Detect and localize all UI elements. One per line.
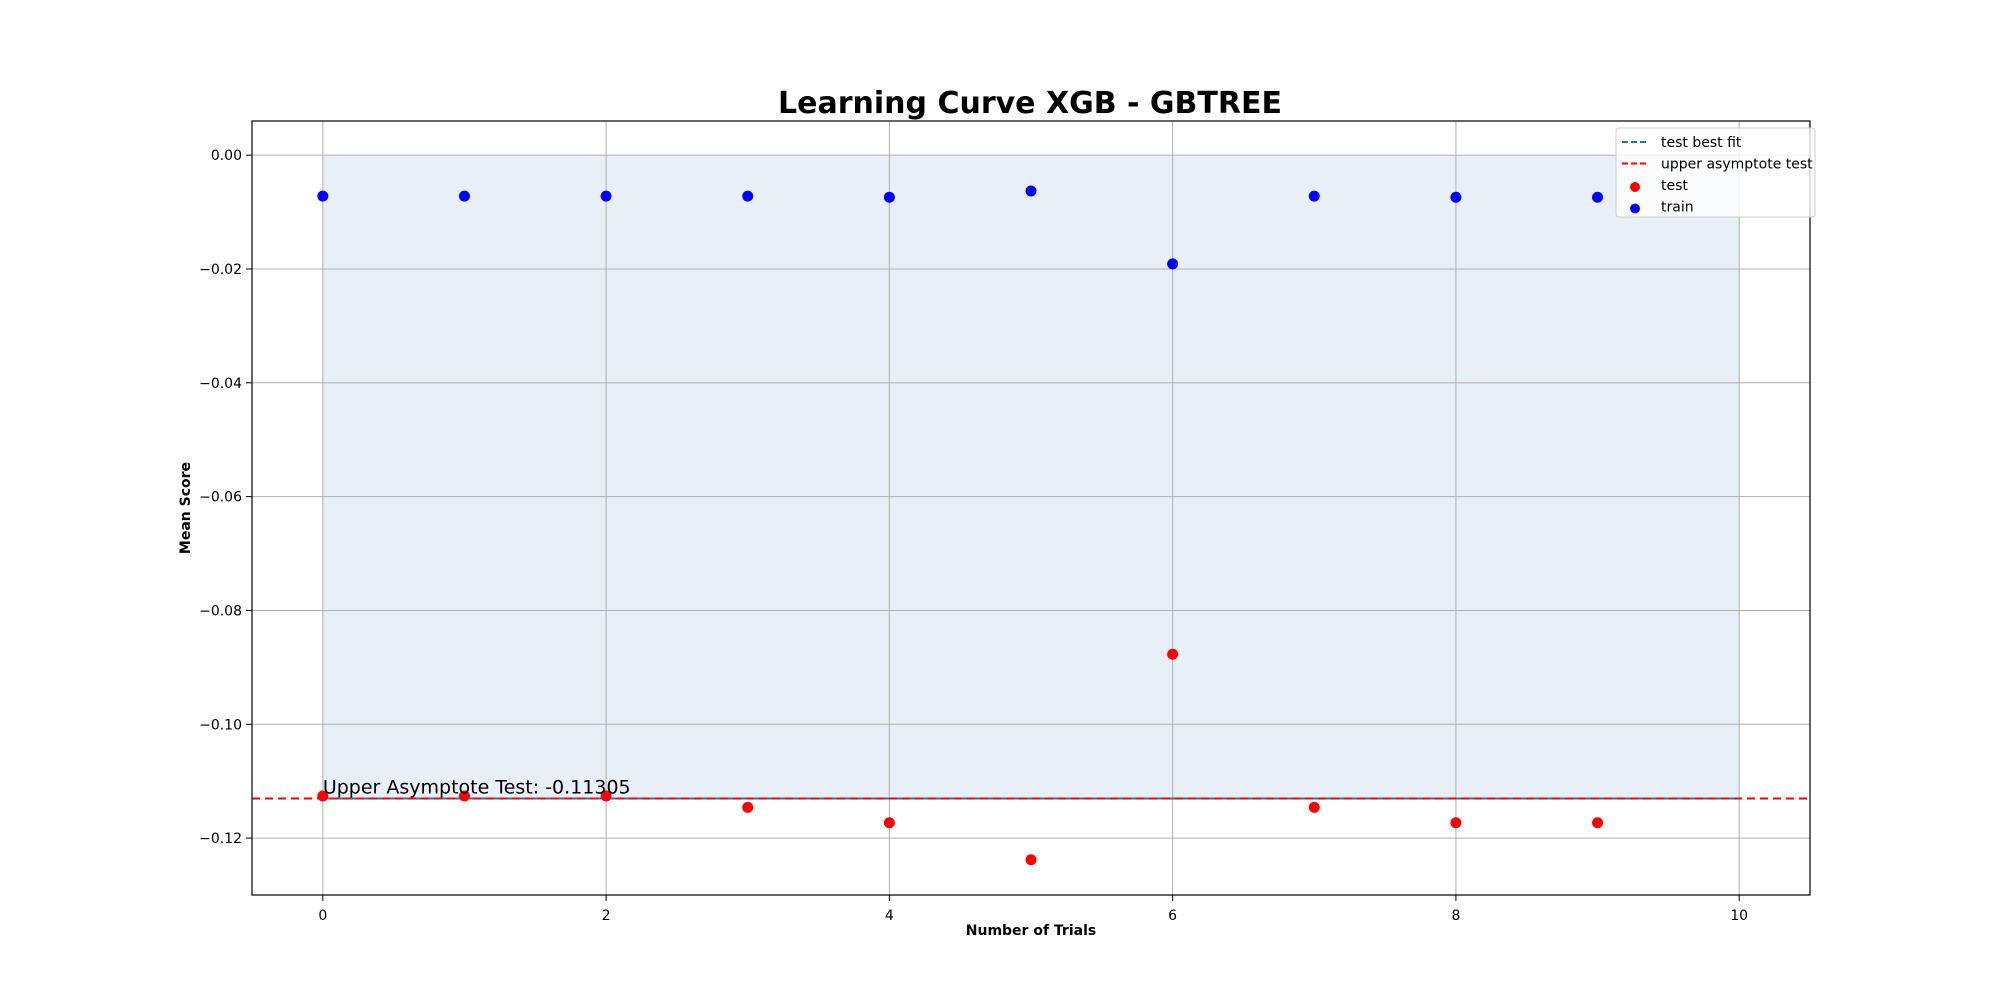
x-tick-label: 10 (1730, 908, 1748, 924)
train-point (317, 190, 329, 202)
test-point (1308, 801, 1320, 813)
train-point (1025, 185, 1037, 197)
test-point (742, 801, 754, 813)
grid-layer (252, 121, 1810, 895)
train-point (600, 190, 612, 202)
test-point (883, 817, 895, 829)
y-tick-label: −0.08 (199, 603, 242, 619)
y-axis-ticks: 0.00 −0.02 −0.04 −0.06 −0.08 −0.10 −0.12 (199, 148, 252, 847)
y-tick-label: −0.04 (199, 376, 242, 392)
legend-label: train (1661, 200, 1694, 216)
x-tick-label: 0 (318, 908, 327, 924)
point-layer (317, 185, 1604, 866)
x-tick-label: 6 (1168, 908, 1177, 924)
legend: test best fit upper asymptote test test tra… (1615, 127, 1816, 218)
legend-label: test best fit (1661, 135, 1742, 151)
asymptote-annotation: Upper Asymptote Test: -0.11305 (323, 777, 631, 799)
x-tick-label: 2 (602, 908, 611, 924)
train-point (1167, 258, 1179, 270)
x-axis-ticks: 0 2 4 6 8 10 (318, 895, 1748, 924)
plot-frame (251, 120, 1811, 896)
y-tick-label: −0.06 (199, 490, 242, 506)
x-tick-label: 8 (1451, 908, 1460, 924)
test-point (1592, 817, 1604, 829)
chart-title: Learning Curve XGB - GBTREE (778, 86, 1282, 121)
fill-layer (322, 155, 1740, 799)
test-point (1025, 854, 1037, 866)
fill-region (322, 155, 1740, 799)
train-point (1592, 191, 1604, 203)
train-point (458, 190, 470, 202)
y-tick-label: −0.10 (199, 717, 242, 733)
train-point (1450, 191, 1462, 203)
test-point (1167, 648, 1179, 660)
y-tick-label: −0.02 (199, 262, 242, 278)
legend-box (1615, 127, 1816, 218)
legend-label: test (1661, 178, 1688, 194)
test-point (317, 790, 329, 802)
test-point (600, 790, 612, 802)
y-tick-label: −0.12 (199, 831, 242, 847)
x-axis-label: Number of Trials (966, 923, 1096, 939)
plot-area: Upper Asymptote Test: -0.11305 (251, 120, 1811, 896)
train-point (1308, 190, 1320, 202)
y-axis-label: Mean Score (178, 462, 194, 554)
y-tick-label: 0.00 (211, 148, 242, 164)
legend-marker-train (1630, 203, 1640, 214)
train-point (742, 190, 754, 202)
annotation-layer: Upper Asymptote Test: -0.11305 (323, 777, 631, 799)
x-tick-label: 4 (885, 908, 894, 924)
test-point (1450, 817, 1462, 829)
train-point (883, 191, 895, 203)
test-point (458, 790, 470, 802)
legend-marker-test (1630, 182, 1640, 192)
legend-label: upper asymptote test (1661, 157, 1813, 173)
